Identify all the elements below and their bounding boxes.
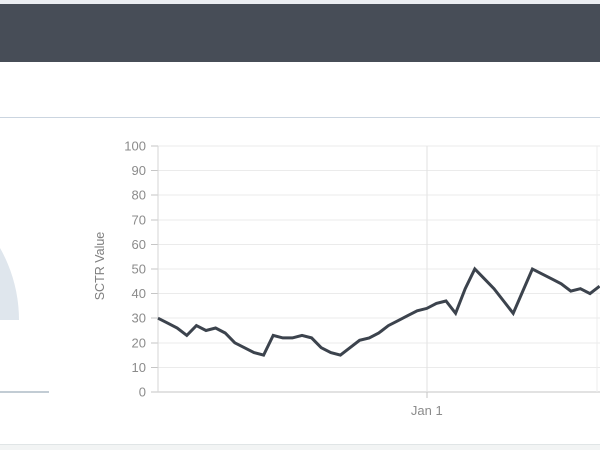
svg-text:60: 60 [132,237,146,252]
svg-text:70: 70 [132,212,146,227]
header-content-divider [0,117,600,118]
bottom-section-border [0,444,600,445]
app-header-bar [0,4,600,62]
svg-text:80: 80 [132,188,146,203]
x-axis-tick-label: Jan 1 [410,403,443,418]
svg-text:10: 10 [132,360,146,375]
svg-text:20: 20 [132,335,146,350]
svg-text:0: 0 [139,385,146,400]
svg-text:40: 40 [132,286,146,301]
svg-text:50: 50 [132,262,146,277]
gauge-baseline [0,391,49,393]
top-strip [0,0,600,4]
svg-text:100: 100 [124,139,146,154]
svg-text:90: 90 [132,163,146,178]
bottom-section-strip [0,445,600,450]
svg-text:30: 30 [132,311,146,326]
